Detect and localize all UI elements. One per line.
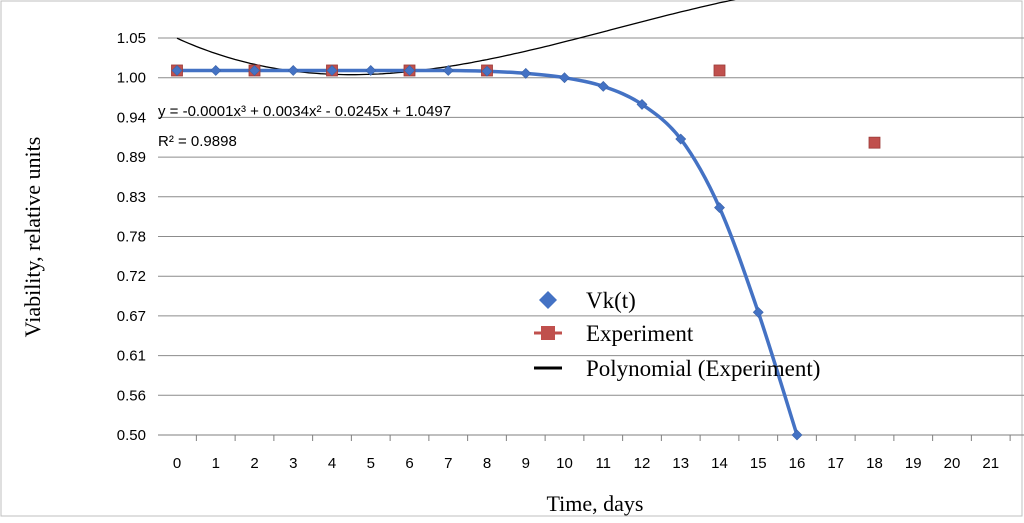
y-tick-label: 0.50 <box>117 427 146 444</box>
vk-point <box>520 67 532 79</box>
legend-label: Vk(t) <box>586 288 636 313</box>
x-tick-label: 15 <box>750 455 767 472</box>
vk-point <box>791 429 803 441</box>
x-tick-label: 13 <box>672 455 689 472</box>
vk-point <box>287 65 299 76</box>
x-tick-label: 19 <box>905 455 922 472</box>
x-tick-label: 21 <box>982 455 999 472</box>
y-tick-label: 0.67 <box>117 308 146 325</box>
y-tick-label: 0.94 <box>117 109 146 126</box>
vk-point <box>752 306 764 318</box>
x-tick-label: 16 <box>789 455 806 472</box>
experiment-point <box>868 136 881 149</box>
vk-point <box>326 65 338 76</box>
x-tick-label: 2 <box>250 455 258 472</box>
y-tick-label: 1.05 <box>117 30 146 47</box>
trendline-equation: y = -0.0001x³ + 0.0034x² - 0.0245x + 1.0… <box>158 103 451 120</box>
experiment-point <box>713 64 726 77</box>
x-tick-label: 12 <box>634 455 651 472</box>
x-tick-label: 9 <box>522 455 530 472</box>
x-tick-label: 10 <box>556 455 573 472</box>
x-tick-label: 4 <box>328 455 336 472</box>
legend-label: Experiment <box>586 321 694 346</box>
x-tick-label: 14 <box>711 455 728 472</box>
vk-point <box>597 80 609 92</box>
x-tick-label: 3 <box>289 455 297 472</box>
y-tick-labels: 0.50 0.56 0.61 0.67 0.72 0.78 0.83 0.89 0.94 1.00… <box>117 30 146 444</box>
vk-point <box>675 133 687 145</box>
vk-point <box>714 202 725 214</box>
vk-point <box>365 65 377 76</box>
vk-point <box>442 65 454 76</box>
vk-point <box>249 65 260 76</box>
vk-point <box>404 65 415 76</box>
x-tick-label: 18 <box>866 455 883 472</box>
legend-experiment-marker <box>541 326 555 340</box>
legend-vk-marker <box>539 291 557 309</box>
x-axis-label: Time, days <box>547 491 644 516</box>
x-tick-label: 6 <box>405 455 413 472</box>
gridlines <box>158 37 1024 441</box>
series-layer <box>171 0 881 441</box>
y-tick-label: 0.72 <box>117 268 146 285</box>
y-tick-label: 0.78 <box>117 229 146 246</box>
x-tick-label: 5 <box>367 455 375 472</box>
x-tick-label: 7 <box>444 455 452 472</box>
vk-point <box>481 65 493 77</box>
x-tick-label: 11 <box>595 455 611 472</box>
polynomial-trendline <box>176 0 736 76</box>
x-tick-label: 17 <box>827 455 844 472</box>
x-tick-label: 1 <box>212 455 220 472</box>
x-tick-label: 8 <box>483 455 491 472</box>
vk-point <box>210 65 222 76</box>
y-tick-label: 0.61 <box>117 348 146 365</box>
vk-point <box>636 98 648 110</box>
y-tick-label: 0.56 <box>117 387 146 404</box>
y-tick-label: 0.89 <box>117 149 146 166</box>
y-axis-label: Viability, relative units <box>20 137 45 338</box>
trendline-r-squared: R² = 0.9898 <box>158 133 237 150</box>
x-tick-label: 20 <box>944 455 961 472</box>
legend: Vk(t) Experiment Polynomial (Experiment) <box>534 288 820 381</box>
x-tick-labels: 0 1 2 3 4 5 6 7 8 9 10 11 12 13 14 15 16 17 18 19 20 21 <box>173 455 999 472</box>
y-tick-label: 1.00 <box>117 70 146 87</box>
vk-point <box>171 65 183 76</box>
legend-label: Polynomial (Experiment) <box>586 356 820 381</box>
x-tick-label: 0 <box>173 455 181 472</box>
y-tick-label: 0.83 <box>117 189 146 206</box>
vk-point <box>559 72 570 84</box>
